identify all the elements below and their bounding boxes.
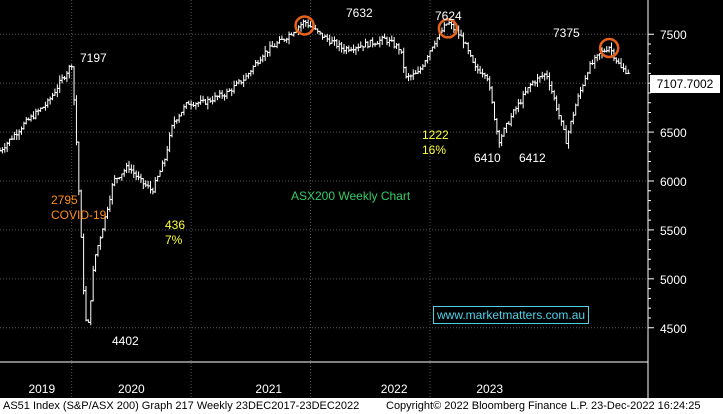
last-price-label: 7107.7002 [650, 75, 720, 93]
footer-timestamp: 23-Dec-2022 16:24:25 [591, 400, 701, 412]
annotation-1222: 1222 [422, 128, 449, 142]
watermark-link[interactable]: www.marketmatters.com.au [433, 306, 590, 324]
footer-bar: AS51 Index (S&P/ASX 200) Graph 217 Weekl… [0, 398, 723, 414]
y-tick-label-5500: 5500 [660, 224, 687, 238]
peak-highlight-circle-0 [294, 15, 315, 36]
annotation-7375: 7375 [553, 26, 580, 40]
annotation-7632: 7632 [346, 6, 373, 20]
x-tick-label-2020: 2020 [118, 382, 145, 396]
x-tick-label-2021: 2021 [255, 382, 282, 396]
annotation-7624: 7624 [435, 9, 462, 23]
annotation-6410: 6410 [474, 151, 501, 165]
annotation-16pct: 16% [422, 143, 447, 157]
y-tick-label-4500: 4500 [660, 322, 687, 336]
chart-background [0, 0, 723, 398]
annotation-2795: 2795 [51, 193, 78, 207]
annotation-436: 436 [165, 218, 186, 232]
peak-highlight-circle-1 [437, 18, 459, 39]
y-tick-label-6500: 6500 [660, 126, 687, 140]
y-tick-label-6000: 6000 [660, 175, 687, 189]
annotation-7pct: 7% [165, 233, 183, 247]
peak-highlight-circle-2 [598, 37, 620, 59]
x-tick-label-2019: 2019 [28, 382, 55, 396]
chart-title: ASX200 Weekly Chart [291, 189, 411, 203]
y-tick-label-7500: 7500 [660, 28, 687, 42]
annotation-4402: 4402 [112, 334, 139, 348]
y-tick-label-5000: 5000 [660, 273, 687, 287]
x-tick-label-2023: 2023 [476, 382, 503, 396]
footer-left-text: AS51 Index (S&P/ASX 200) Graph 217 Weekl… [3, 400, 360, 412]
annotation-6412: 6412 [519, 151, 546, 165]
annotation-covid-19: COVID-19 [51, 208, 107, 222]
footer-copyright: Copyright© 2022 Bloomberg Finance L.P. [386, 400, 589, 412]
annotation-7197: 7197 [80, 51, 107, 65]
x-tick-label-2022: 2022 [381, 382, 408, 396]
